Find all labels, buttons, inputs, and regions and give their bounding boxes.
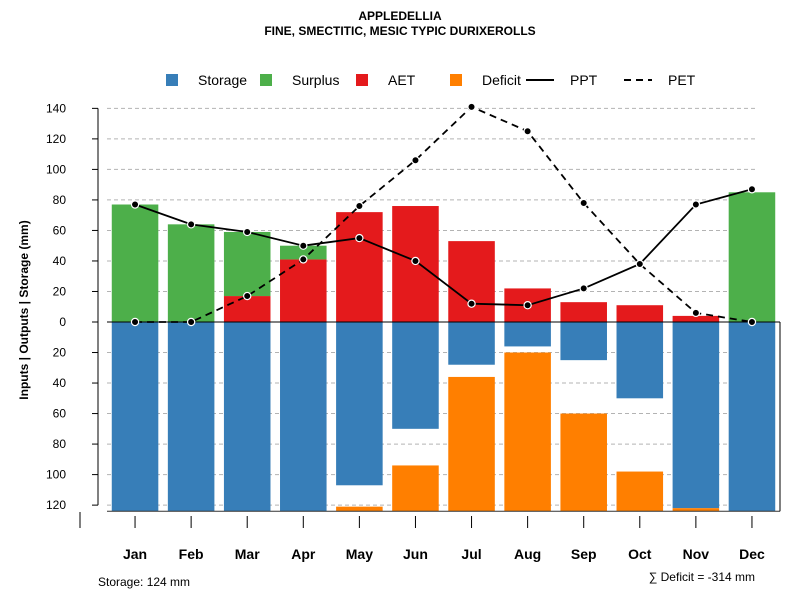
chart-title: APPLEDELLIA	[358, 9, 442, 23]
legend-swatch-surplus	[260, 74, 272, 86]
legend-label-pet: PET	[668, 72, 696, 88]
y-tick-label: 60	[53, 407, 67, 421]
aet-bar	[672, 315, 720, 322]
aet-bar	[336, 212, 383, 322]
y-tick-label: 0	[59, 315, 66, 329]
aet-bar	[448, 241, 495, 322]
pet-line-point	[243, 291, 252, 301]
bars-group	[111, 192, 776, 512]
y-tick-label: 120	[46, 498, 66, 512]
pet-line	[135, 105, 753, 323]
deficit-bar	[672, 508, 720, 512]
x-tick-label: Jan	[123, 546, 147, 562]
pet-line-point	[467, 102, 476, 112]
storage-bar	[672, 322, 720, 509]
storage-bar	[167, 322, 215, 512]
x-tick-label: Sep	[571, 546, 597, 562]
x-tick-label: Feb	[179, 546, 204, 562]
legend-label-storage: Storage	[198, 72, 247, 88]
aet-bar	[223, 296, 271, 322]
storage-bar	[728, 322, 776, 512]
storage-bar	[223, 322, 271, 512]
storage-footnote: Storage: 124 mm	[98, 575, 191, 589]
x-tick-label: Apr	[291, 546, 316, 562]
y-tick-label: 80	[53, 193, 67, 207]
storage-bar	[111, 322, 159, 512]
storage-bar	[448, 322, 495, 365]
pet-line-point	[186, 317, 196, 327]
pet-line-point	[411, 156, 420, 165]
ppt-line-point	[579, 284, 588, 293]
deficit-bar	[392, 465, 439, 512]
x-tick-label: Aug	[514, 546, 541, 562]
surplus-bar	[111, 204, 159, 322]
aet-bar	[616, 305, 664, 322]
y-tick-label: 120	[46, 132, 66, 146]
deficit-bar	[504, 352, 551, 512]
y-tick-label: 80	[53, 437, 67, 451]
storage-bar	[392, 322, 439, 429]
pet-line-point	[691, 308, 701, 318]
legend: Storage Surplus AET Deficit PPT PET	[166, 72, 696, 88]
surplus-bar	[280, 245, 327, 260]
chart-subtitle: FINE, SMECTITIC, MESIC TYPIC DURIXEROLLS	[264, 24, 536, 38]
y-tick-label: 40	[53, 254, 67, 268]
aet-bar	[280, 259, 327, 322]
ppt-line-point	[243, 227, 252, 237]
ppt-line-point	[186, 220, 196, 229]
surplus-bar	[728, 192, 776, 322]
y-tick-label: 100	[46, 162, 66, 176]
x-tick-label: Jul	[461, 546, 481, 562]
pet-line-point	[579, 198, 588, 208]
pet-line-point	[747, 317, 757, 327]
storage-bar	[504, 322, 551, 347]
deficit-bar	[448, 376, 495, 512]
surplus-bar	[167, 224, 215, 322]
y-tick-label: 20	[53, 284, 67, 298]
storage-bar	[616, 322, 664, 399]
deficit-footnote: ∑ Deficit = -314 mm	[648, 570, 755, 584]
ppt-line	[134, 188, 753, 307]
storage-bar	[280, 322, 327, 512]
y-tick-label: 100	[46, 468, 66, 482]
ppt-line-point	[467, 299, 476, 308]
pet-line-point	[523, 127, 532, 136]
legend-swatch-storage	[166, 74, 178, 86]
y-axis-label: Inputs | Outputs | Storage (mm)	[17, 220, 31, 399]
ppt-line-point	[635, 259, 644, 269]
y-tick-label: 60	[53, 223, 67, 237]
y-tick-label: 40	[53, 376, 67, 390]
ppt-line-point	[355, 233, 364, 243]
deficit-bar	[616, 471, 664, 512]
legend-swatch-aet	[356, 74, 368, 86]
x-tick-label: Dec	[739, 546, 765, 562]
deficit-bar	[336, 506, 383, 512]
y-tick-label: 20	[53, 346, 67, 360]
x-tick-label: Jun	[403, 546, 428, 562]
pet-line-point	[299, 255, 308, 264]
ppt-line-point	[523, 301, 532, 310]
legend-label-surplus: Surplus	[292, 72, 339, 88]
ppt-line-point	[691, 200, 701, 209]
legend-label-deficit: Deficit	[482, 72, 521, 88]
storage-bar	[560, 322, 607, 361]
deficit-bar	[560, 413, 607, 512]
x-tick-label: Oct	[628, 546, 652, 562]
y-tick-label: 140	[46, 101, 66, 115]
x-tick-label: May	[346, 546, 373, 562]
legend-label-ppt: PPT	[570, 72, 598, 88]
x-tick-label: Mar	[235, 546, 260, 562]
pet-line-point	[355, 201, 364, 211]
legend-label-aet: AET	[388, 72, 416, 88]
x-tick-label: Nov	[683, 546, 710, 562]
ppt-line-point	[299, 241, 308, 250]
aet-bar	[560, 302, 607, 322]
pet-line-point	[130, 317, 140, 327]
ppt-line-point	[747, 185, 757, 194]
legend-swatch-deficit	[450, 74, 462, 86]
ppt-line-point	[130, 200, 140, 209]
ppt-line-point	[411, 256, 420, 266]
storage-bar	[336, 322, 383, 486]
